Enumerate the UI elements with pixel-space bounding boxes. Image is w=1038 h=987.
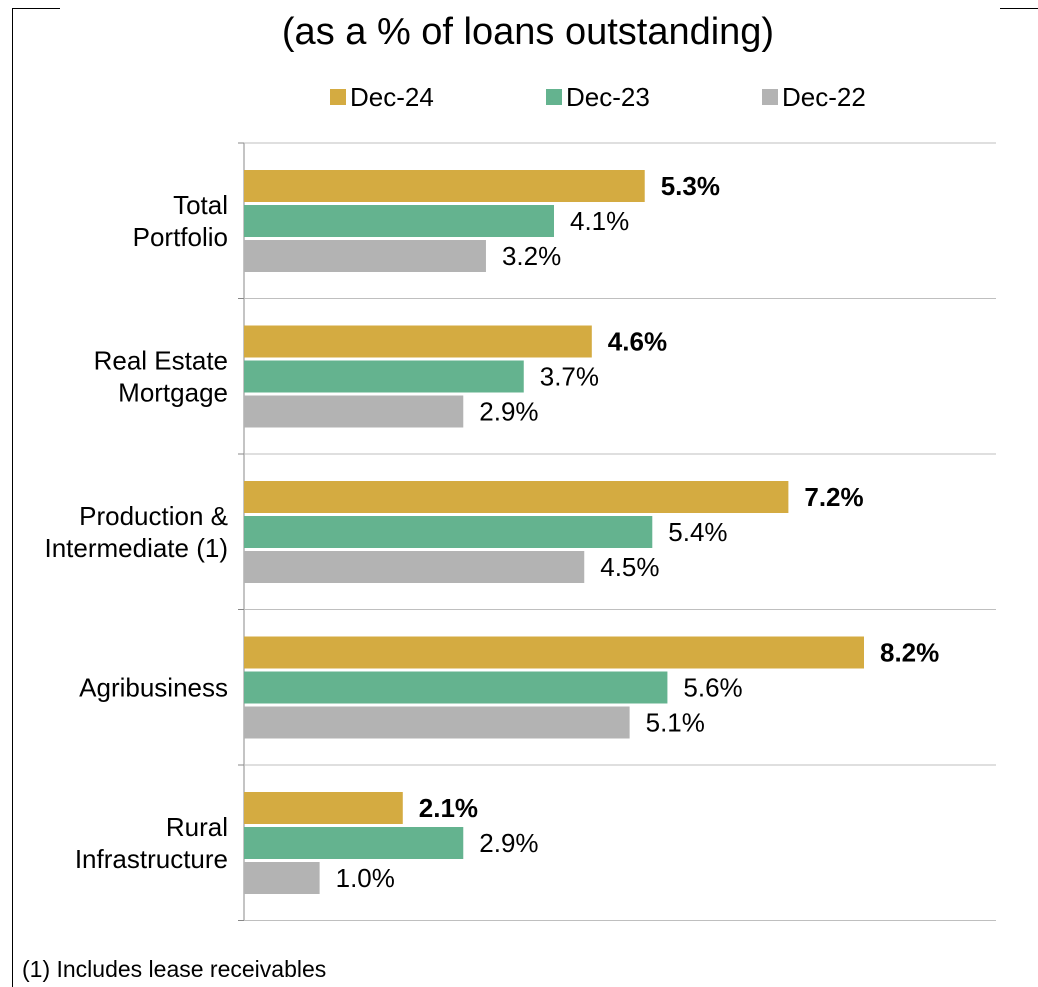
- legend-swatch-dec-24: [330, 89, 346, 105]
- bar-dec-22: [244, 862, 320, 894]
- category-label: Portfolio: [133, 222, 228, 252]
- legend-label-dec-23: Dec-23: [566, 82, 650, 112]
- bar-dec-22: [244, 395, 464, 428]
- data-label: 5.3%: [661, 171, 720, 201]
- category-label: Rural: [166, 812, 228, 842]
- legend-swatch-dec-22: [762, 89, 778, 105]
- frame-top-border-right: [1000, 8, 1038, 9]
- frame-left-border: [12, 8, 13, 987]
- data-label: 4.6%: [608, 327, 667, 357]
- category-label: Production &: [79, 501, 228, 531]
- frame-top-border-left: [12, 8, 60, 9]
- bar-dec-23: [244, 827, 464, 859]
- data-label: 5.4%: [668, 517, 727, 547]
- legend-label-dec-22: Dec-22: [782, 82, 866, 112]
- category-label: Infrastructure: [75, 844, 228, 874]
- bar-dec-24: [244, 170, 645, 202]
- category-label: Agribusiness: [79, 673, 228, 703]
- data-label: 5.1%: [646, 708, 705, 738]
- data-label: 3.2%: [502, 241, 561, 271]
- category-label: Total: [173, 190, 228, 220]
- legend-label-dec-24: Dec-24: [350, 82, 434, 112]
- bar-dec-24: [244, 325, 592, 358]
- bar-dec-22: [244, 706, 630, 739]
- data-label: 2.9%: [479, 828, 538, 858]
- data-label: 5.6%: [683, 673, 742, 703]
- data-label: 3.7%: [540, 362, 599, 392]
- category-label: Intermediate (1): [44, 533, 228, 563]
- bar-dec-23: [244, 671, 668, 704]
- bar-dec-22: [244, 551, 585, 583]
- bar-dec-24: [244, 792, 403, 824]
- bar-dec-22: [244, 240, 486, 272]
- category-label: Real Estate: [94, 346, 228, 376]
- data-label: 4.1%: [570, 206, 629, 236]
- bar-dec-23: [244, 205, 554, 237]
- data-label: 7.2%: [804, 482, 863, 512]
- footnote: (1) Includes lease receivables: [22, 956, 327, 982]
- legend-swatch-dec-23: [546, 89, 562, 105]
- data-label: 8.2%: [880, 638, 939, 668]
- chart-title: (as a % of loans outstanding): [281, 11, 775, 53]
- data-label: 4.5%: [600, 552, 659, 582]
- category-label: Mortgage: [118, 378, 228, 408]
- bar-dec-24: [244, 481, 789, 513]
- bar-dec-23: [244, 516, 653, 548]
- data-label: 1.0%: [336, 863, 395, 893]
- bar-dec-24: [244, 636, 864, 669]
- bar-dec-23: [244, 360, 524, 393]
- data-label: 2.1%: [419, 793, 478, 823]
- data-label: 2.9%: [479, 397, 538, 427]
